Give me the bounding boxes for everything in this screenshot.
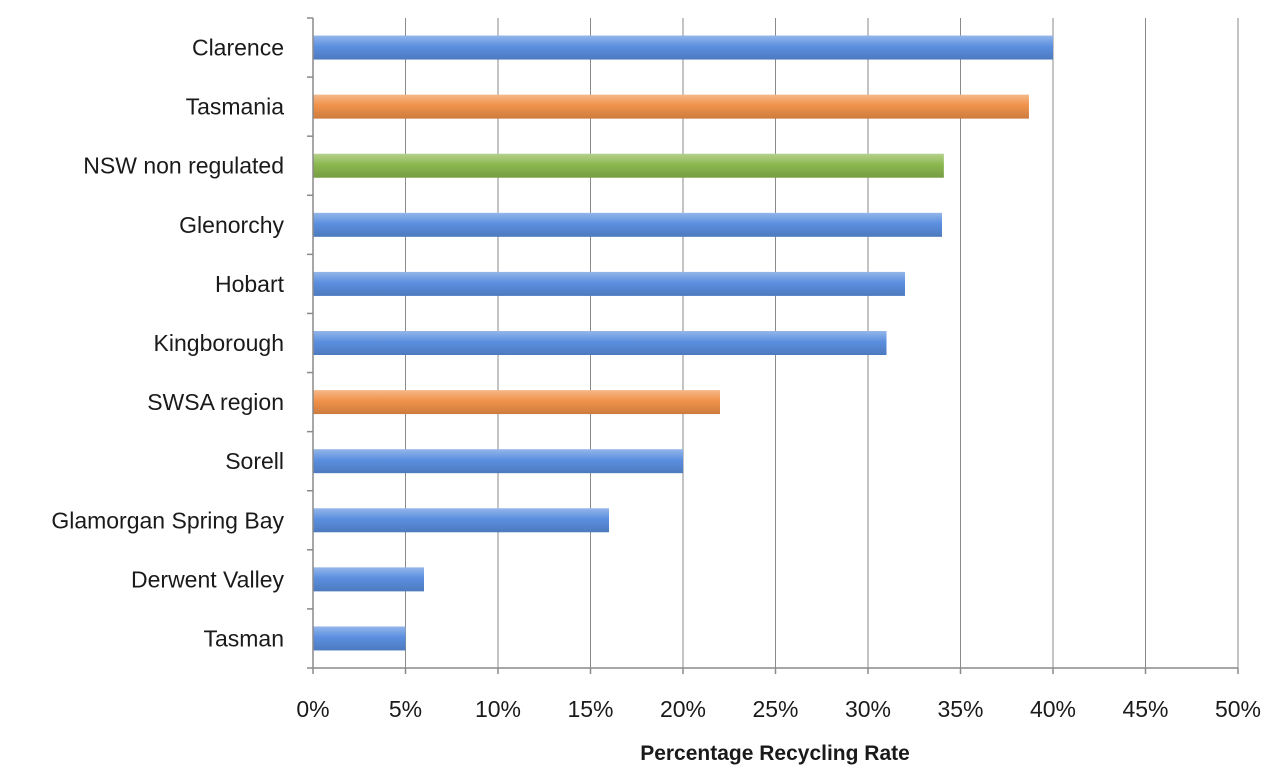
axes (307, 17, 1239, 674)
bar (313, 153, 944, 178)
bars (313, 35, 1053, 651)
labels: Clarence Tasmania NSW non regulated Glenorc… (51, 35, 1261, 722)
bar (313, 390, 720, 415)
category-label: Glenorchy (179, 212, 284, 238)
bar (313, 331, 887, 355)
x-tick-label: 15% (567, 696, 613, 722)
x-tick-label: 25% (752, 696, 798, 722)
x-tick-label: 35% (937, 696, 983, 722)
bar (313, 626, 406, 651)
bar (313, 271, 905, 296)
category-label: Glamorgan Spring Bay (51, 507, 284, 533)
category-label: Sorell (225, 448, 284, 474)
x-tick-label: 50% (1215, 696, 1261, 722)
category-label: Hobart (215, 271, 285, 297)
bar (313, 567, 424, 592)
category-label: Clarence (192, 35, 284, 61)
x-tick-label: 10% (475, 696, 521, 722)
x-tick-label: 30% (845, 696, 891, 722)
bar (313, 449, 683, 474)
category-label: Derwent Valley (131, 566, 284, 592)
bar (313, 212, 942, 237)
x-tick-label: 40% (1030, 696, 1076, 722)
category-label: SWSA region (147, 389, 284, 415)
x-tick-label: 45% (1122, 696, 1168, 722)
x-tick-label: 0% (296, 696, 329, 722)
x-tick-label: 20% (660, 696, 706, 722)
x-axis-title: Percentage Recycling Rate (640, 742, 910, 765)
category-label: Tasman (203, 625, 284, 651)
bar (313, 508, 609, 533)
category-label: NSW non regulated (83, 153, 284, 179)
x-tick-label: 5% (389, 696, 422, 722)
category-label: Tasmania (186, 94, 285, 120)
bar (313, 35, 1053, 60)
category-label: Kingborough (154, 330, 284, 356)
bar (313, 94, 1029, 119)
